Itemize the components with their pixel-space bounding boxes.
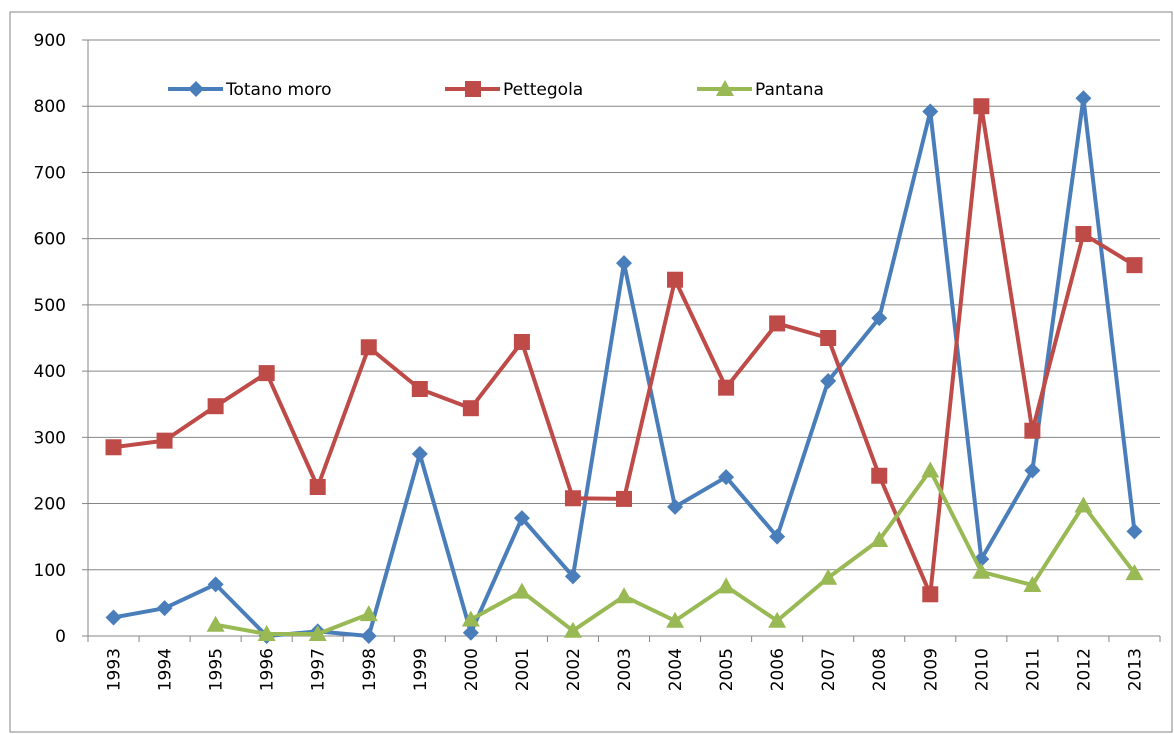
data-point	[462, 624, 479, 641]
x-tick-label: 2005	[717, 648, 737, 691]
y-tick-label: 0	[55, 627, 66, 647]
y-tick-label: 800	[34, 97, 66, 117]
data-point	[1126, 257, 1143, 274]
x-tick-label: 2010	[972, 648, 992, 691]
data-point	[462, 400, 479, 417]
data-point	[105, 609, 122, 626]
data-point	[156, 600, 173, 617]
data-point	[820, 373, 837, 390]
data-point	[667, 498, 684, 515]
legend-label: Pettegola	[503, 80, 583, 100]
legend-marker	[465, 81, 481, 97]
data-point	[1075, 90, 1092, 107]
x-tick-label: 1997	[309, 648, 329, 691]
x-tick-label: 2007	[819, 648, 839, 691]
data-point	[564, 568, 581, 585]
legend-label: Totano moro	[225, 80, 332, 100]
data-point	[718, 469, 735, 486]
data-point	[871, 310, 888, 327]
x-tick-label: 1995	[207, 648, 227, 691]
data-point	[768, 611, 787, 628]
legend-marker	[716, 80, 734, 96]
data-point	[105, 439, 122, 456]
data-point	[359, 605, 378, 622]
data-point	[308, 625, 327, 642]
x-tick-label: 2009	[921, 648, 941, 691]
data-point	[870, 530, 889, 547]
data-point	[921, 461, 940, 478]
data-point	[1023, 576, 1042, 593]
data-point	[513, 333, 530, 350]
x-tick-label: 1999	[411, 648, 431, 691]
data-point	[615, 587, 633, 604]
data-point	[769, 528, 786, 545]
y-tick-label: 100	[34, 561, 66, 581]
data-point	[207, 576, 224, 593]
data-point	[513, 510, 530, 527]
data-point	[257, 625, 276, 642]
data-point	[258, 365, 275, 382]
data-point	[564, 490, 581, 507]
data-point	[973, 98, 990, 115]
x-tick-label: 1993	[105, 648, 125, 691]
y-tick-label: 200	[34, 495, 66, 515]
data-point	[616, 255, 632, 272]
data-point	[972, 562, 991, 579]
x-tick-label: 1996	[258, 648, 278, 691]
data-point	[309, 479, 326, 495]
x-tick-label: 1998	[360, 648, 380, 691]
y-tick-label: 400	[34, 362, 66, 382]
data-point	[1125, 564, 1144, 581]
data-point	[360, 628, 377, 644]
x-tick-label: 2000	[462, 648, 482, 691]
data-point	[411, 380, 428, 397]
x-tick-label: 2011	[1023, 648, 1043, 691]
data-point	[461, 610, 480, 627]
data-point	[1075, 226, 1092, 243]
data-point	[820, 330, 837, 346]
x-tick-label: 2013	[1125, 648, 1145, 691]
x-tick-label: 2003	[615, 648, 635, 691]
legend-label: Pantana	[755, 80, 824, 100]
data-point	[871, 467, 888, 484]
y-tick-label: 300	[34, 428, 66, 448]
data-point	[206, 615, 225, 632]
series-line	[113, 104, 1136, 597]
data-point	[1074, 496, 1093, 513]
x-tick-label: 2012	[1074, 648, 1094, 691]
data-point	[819, 568, 838, 585]
data-point	[563, 621, 582, 638]
legend-marker	[188, 81, 204, 97]
data-point	[922, 586, 939, 603]
data-point	[411, 445, 428, 462]
y-tick-label: 900	[34, 31, 66, 51]
x-tick-label: 2006	[768, 648, 788, 691]
data-point	[1024, 462, 1041, 479]
data-point	[156, 432, 173, 449]
x-tick-label: 2004	[666, 648, 686, 691]
y-tick-label: 600	[34, 230, 66, 250]
data-point	[718, 379, 735, 396]
chart-frame	[9, 11, 1173, 733]
x-tick-label: 2001	[513, 648, 533, 691]
data-point	[667, 271, 684, 288]
series-line	[215, 468, 1137, 637]
data-point	[666, 611, 685, 628]
y-tick-label: 700	[34, 163, 66, 183]
data-point	[1024, 422, 1041, 439]
x-tick-label: 2008	[870, 648, 890, 691]
data-point	[717, 577, 736, 594]
data-point	[207, 398, 224, 415]
x-tick-label: 2002	[564, 648, 584, 691]
data-point	[922, 103, 939, 120]
data-point	[769, 315, 786, 332]
data-point	[616, 490, 632, 507]
x-tick-label: 1994	[156, 648, 176, 691]
data-point	[512, 582, 531, 599]
data-point	[360, 339, 377, 356]
data-point	[1126, 523, 1143, 540]
y-tick-label: 500	[34, 296, 66, 316]
